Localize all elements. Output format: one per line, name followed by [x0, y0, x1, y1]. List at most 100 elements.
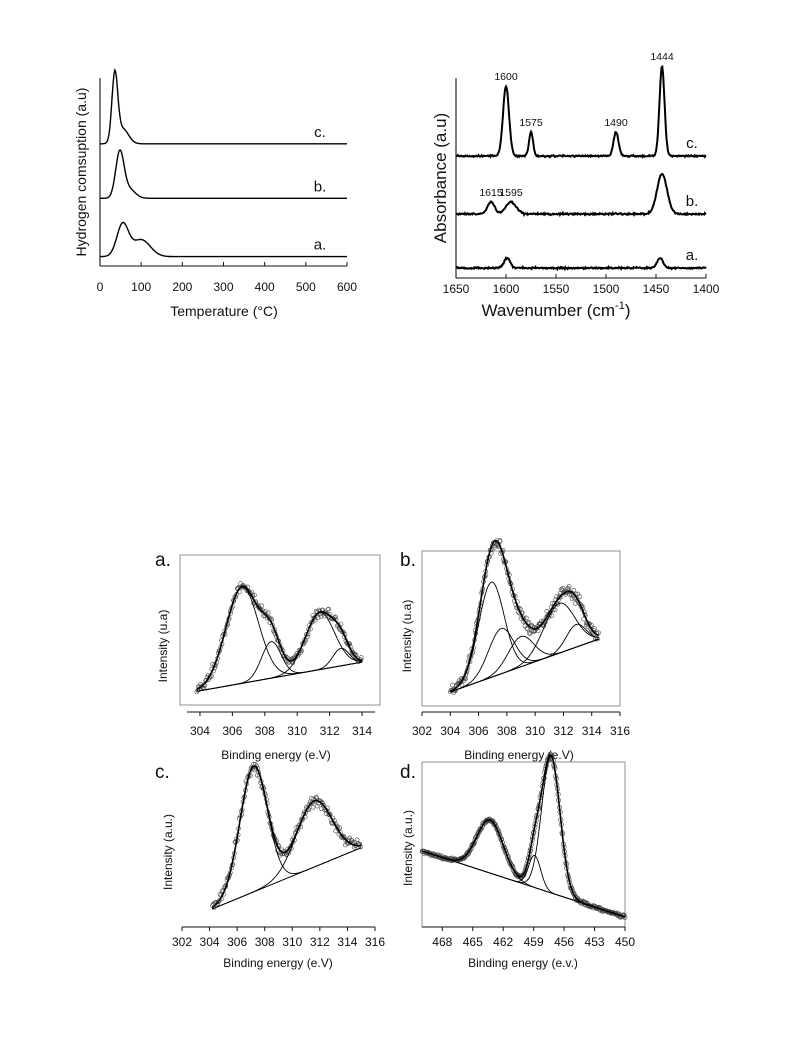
x-tick-label: 306 [222, 724, 242, 738]
data-point [527, 631, 533, 637]
tpr-series: c. b. a. [100, 68, 347, 258]
data-point [259, 603, 265, 609]
x-tick-label: 462 [493, 935, 513, 949]
data-point [523, 615, 529, 621]
x-tick-label: 304 [440, 724, 460, 738]
x-tick-label: 200 [172, 280, 192, 294]
x-tick-label: 304 [200, 935, 220, 949]
ftir-x-label: Wavenumber (cm-1) [482, 300, 631, 320]
series-line-c [100, 68, 347, 145]
x-tick-label: 468 [432, 935, 452, 949]
xps-d-panel-label: d. [400, 762, 416, 783]
data-point [327, 812, 332, 818]
series-label: c. [686, 135, 698, 152]
data-point [347, 835, 353, 841]
xps-c-x-label: Binding energy (e.V) [223, 956, 332, 970]
ftir-x-label-end: ) [625, 301, 631, 320]
x-tick-label: 100 [131, 280, 151, 294]
x-tick-label: 453 [585, 935, 605, 949]
fit-component [450, 627, 599, 693]
xps-b-x-ticks: 302 304 306 308 310 312 314 316 [412, 712, 630, 738]
x-tick-label: 300 [213, 280, 233, 294]
data-point [265, 610, 271, 616]
data-point [308, 801, 314, 807]
x-tick-label: 314 [582, 724, 602, 738]
xps-b-fits [449, 539, 600, 693]
x-tick-label: 1550 [543, 282, 570, 296]
xps-a-frame [179, 554, 381, 706]
x-tick-label: 1650 [443, 282, 470, 296]
data-point [552, 607, 558, 613]
x-tick-label: 1400 [693, 282, 720, 296]
xps-a-x-label: Binding energy (e.V) [221, 748, 330, 762]
series-label: a. [686, 247, 699, 264]
data-point [314, 803, 320, 809]
xps-c-points [210, 761, 364, 910]
x-tick-label: 312 [310, 935, 330, 949]
peak-annotation: 1600 [494, 71, 518, 83]
data-point [562, 590, 567, 596]
envelope-line [421, 754, 626, 918]
data-point [450, 682, 455, 688]
ftir-x-ticks: 1650 1600 1550 1500 1450 1400 [443, 274, 720, 296]
xps-d-points [419, 751, 628, 920]
data-point [524, 625, 530, 631]
data-point [571, 587, 577, 593]
fit-component [421, 755, 626, 918]
x-tick-label: 316 [365, 935, 385, 949]
xps-b-panel-label: b. [400, 550, 416, 571]
x-tick-label: 1450 [643, 282, 670, 296]
ftir-chart: 1650 1600 1550 1500 1450 1400 c. b. a. 1600 1575… [431, 51, 720, 320]
fit-component [196, 647, 362, 692]
peak-annotation: 1490 [604, 117, 628, 129]
ftir-y-label: Absorbance (a.u) [431, 113, 450, 243]
x-tick-label: 1500 [593, 282, 620, 296]
x-tick-label: 308 [255, 935, 275, 949]
data-point [535, 628, 541, 634]
data-point [494, 826, 500, 832]
x-tick-label: 0 [97, 280, 104, 294]
data-point [529, 628, 534, 634]
envelope-line [449, 539, 600, 693]
x-tick-label: 456 [554, 935, 574, 949]
x-tick-label: 308 [497, 724, 517, 738]
xps-b-y-label: Intensity (u.a) [400, 600, 414, 673]
x-tick-label: 306 [227, 935, 247, 949]
peak-annotation: 1575 [519, 117, 543, 129]
tpr-chart: 0 100 200 300 400 500 600 c. b. a. Temperature (… [73, 68, 357, 319]
data-point [252, 592, 257, 598]
x-tick-label: 310 [525, 724, 545, 738]
data-point [552, 601, 557, 607]
data-point [570, 590, 575, 596]
xps-b-x-label: Binding energy (e.V) [464, 748, 573, 762]
xps-b-points [448, 538, 601, 695]
xps-d-x-label: Binding energy (e.v.) [468, 956, 578, 970]
tpr-y-label: Hydrogen comsuption (a.u) [73, 88, 89, 257]
fit-component [212, 765, 362, 908]
data-point [559, 586, 564, 592]
data-point [493, 543, 498, 548]
x-tick-label: 316 [610, 724, 630, 738]
xps-b-frame [421, 550, 621, 707]
x-tick-label: 314 [337, 935, 357, 949]
xps-a-fits [196, 585, 363, 692]
x-tick-label: 1600 [493, 282, 520, 296]
xps-c-chart: c. 302 304 306 308 310 312 314 316 Binding ener… [155, 761, 385, 970]
x-tick-label: 500 [296, 280, 316, 294]
peak-annotation: 1615 [479, 187, 503, 199]
xps-d-chart: d. 468 465 462 459 456 453 450 Binding energy … [400, 751, 635, 970]
envelope-line [211, 765, 362, 909]
x-tick-label: 450 [615, 935, 635, 949]
series-line-b [100, 149, 347, 199]
x-tick-label: 302 [172, 935, 192, 949]
ftir-series: c. b. a. [455, 64, 707, 272]
data-point [566, 583, 572, 589]
peak-annotation: 1595 [499, 187, 523, 199]
series-label: c. [314, 124, 326, 141]
series-label: b. [686, 193, 699, 210]
data-point [526, 619, 532, 625]
data-point [358, 655, 364, 660]
x-tick-label: 600 [337, 280, 357, 294]
data-point [326, 606, 332, 612]
